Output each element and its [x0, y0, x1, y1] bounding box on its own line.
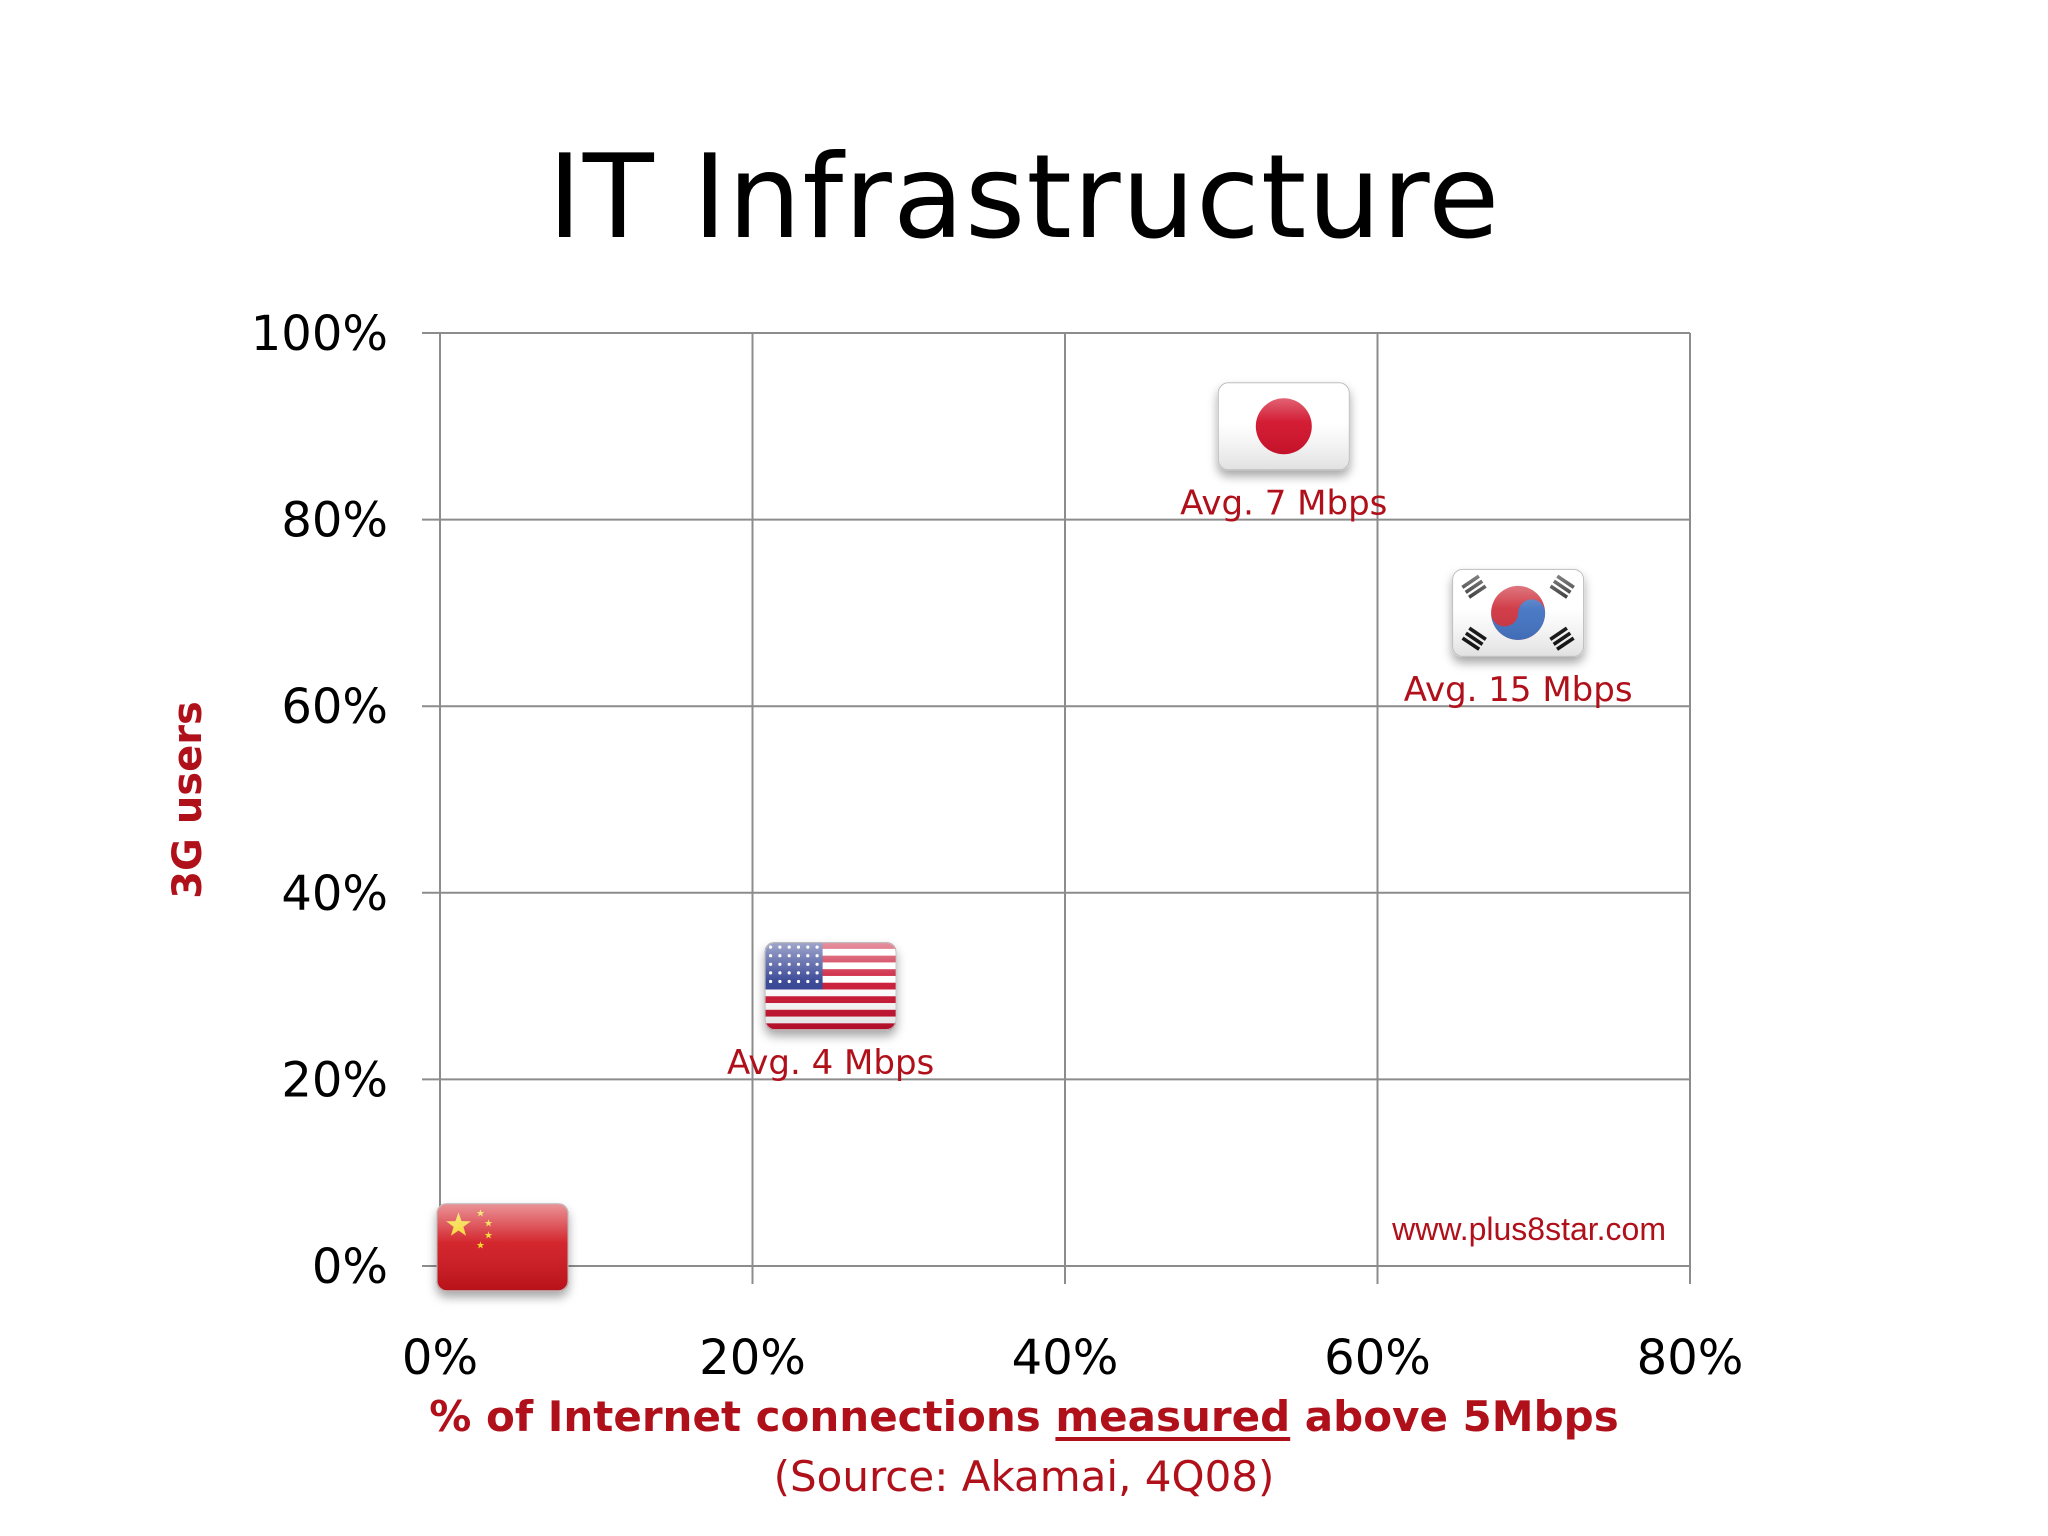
japan-flag-icon [1217, 382, 1350, 471]
grid [422, 332, 1691, 1284]
x-tick-label: 0% [402, 1330, 478, 1386]
y-tick-label: 40% [281, 866, 388, 922]
slide-title: IT Infrastructure [547, 130, 1501, 265]
x-axis-label: % of Internet connections measured above… [0, 1392, 2048, 1441]
x-axis-label-emphasis: measured [1055, 1392, 1291, 1441]
point-label: Avg. 7 Mbps [1180, 483, 1387, 523]
y-tick-label: 80% [281, 493, 388, 549]
korea-flag-icon [1452, 568, 1585, 657]
point-label: Avg. 4 Mbps [727, 1043, 934, 1083]
x-tick-label: 40% [1012, 1330, 1119, 1386]
source-note: (Source: Akamai, 4Q08) [773, 1452, 1275, 1501]
x-axis-label-part: % of Internet connections [429, 1392, 1056, 1441]
y-tick-label: 60% [281, 679, 388, 735]
y-tick-label: 0% [312, 1239, 388, 1295]
tick-labels: 0% 20% 40% 60% 80% 100% 0% 20% 40% 60% 80% [251, 306, 1744, 1386]
x-tick-label: 80% [1637, 1330, 1744, 1386]
china-flag-icon [436, 1203, 569, 1292]
y-tick-label: 100% [251, 306, 388, 362]
x-axis-label-part: above 5Mbps [1290, 1392, 1619, 1441]
point-label: Avg. 15 Mbps [1404, 670, 1633, 710]
watermark: www.plus8star.com [1391, 1211, 1666, 1247]
x-tick-label: 20% [699, 1330, 806, 1386]
y-axis-label: 3G users [165, 701, 211, 899]
data-points: Avg. 4 Mbps Avg. 7 Mbps Avg. 15 Mbps [436, 382, 1633, 1292]
y-tick-label: 20% [281, 1052, 388, 1108]
usa-flag-icon [764, 942, 897, 1031]
x-tick-label: 60% [1324, 1330, 1431, 1386]
